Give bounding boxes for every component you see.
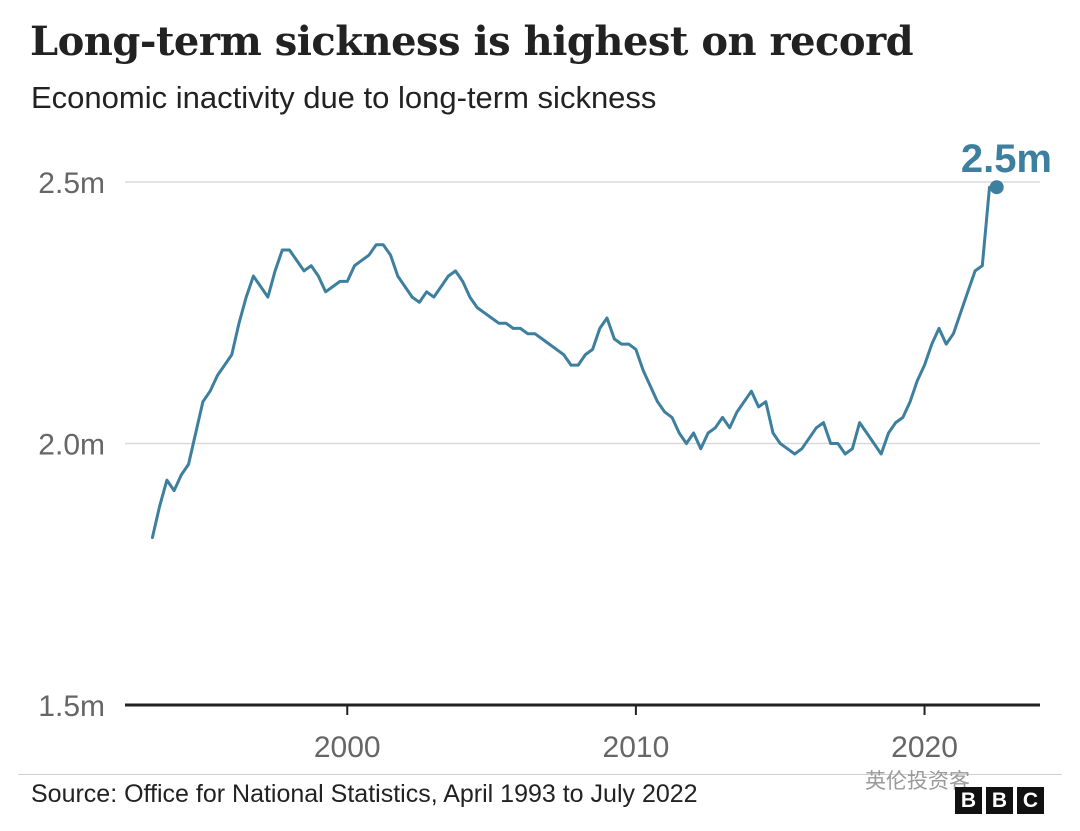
grid-lines: [125, 181, 1040, 707]
series-layer: [150, 185, 999, 540]
latest-value-point: [989, 180, 1004, 195]
series-line: [150, 185, 999, 540]
y-tick-label: 1.5m: [38, 690, 105, 723]
y-tick-label: 2.5m: [38, 167, 105, 200]
bbc-logo-letter: B: [955, 787, 982, 814]
chart-title: Long-term sickness is highest on record: [30, 18, 914, 65]
y-tick-label: 2.0m: [38, 429, 105, 462]
chart-subtitle: Economic inactivity due to long-term sic…: [31, 80, 657, 115]
bbc-logo-letter: C: [1017, 787, 1044, 814]
y-axis-ticks: 2.5m 2.0m 1.5m: [38, 167, 105, 723]
footer-divider: [18, 774, 1062, 775]
x-tick-label: 2000: [314, 731, 381, 764]
bbc-logo-letter: B: [986, 787, 1013, 814]
wechat-watermark: 英伦投资客: [865, 770, 970, 793]
x-tick-label: 2010: [603, 731, 670, 764]
latest-value-label: 2.5m: [961, 137, 1052, 181]
bbc-logo: B B C: [955, 787, 1044, 814]
x-axis-ticks: 2000 2010 2020: [314, 705, 958, 764]
source-note: Source: Office for National Statistics, …: [31, 780, 698, 808]
x-tick-label: 2020: [891, 731, 958, 764]
annotation-layer: 2.5m: [961, 137, 1052, 195]
line-chart: 2.5m 2.0m 1.5m 2000 2010 2020 2.5m: [38, 137, 1052, 764]
